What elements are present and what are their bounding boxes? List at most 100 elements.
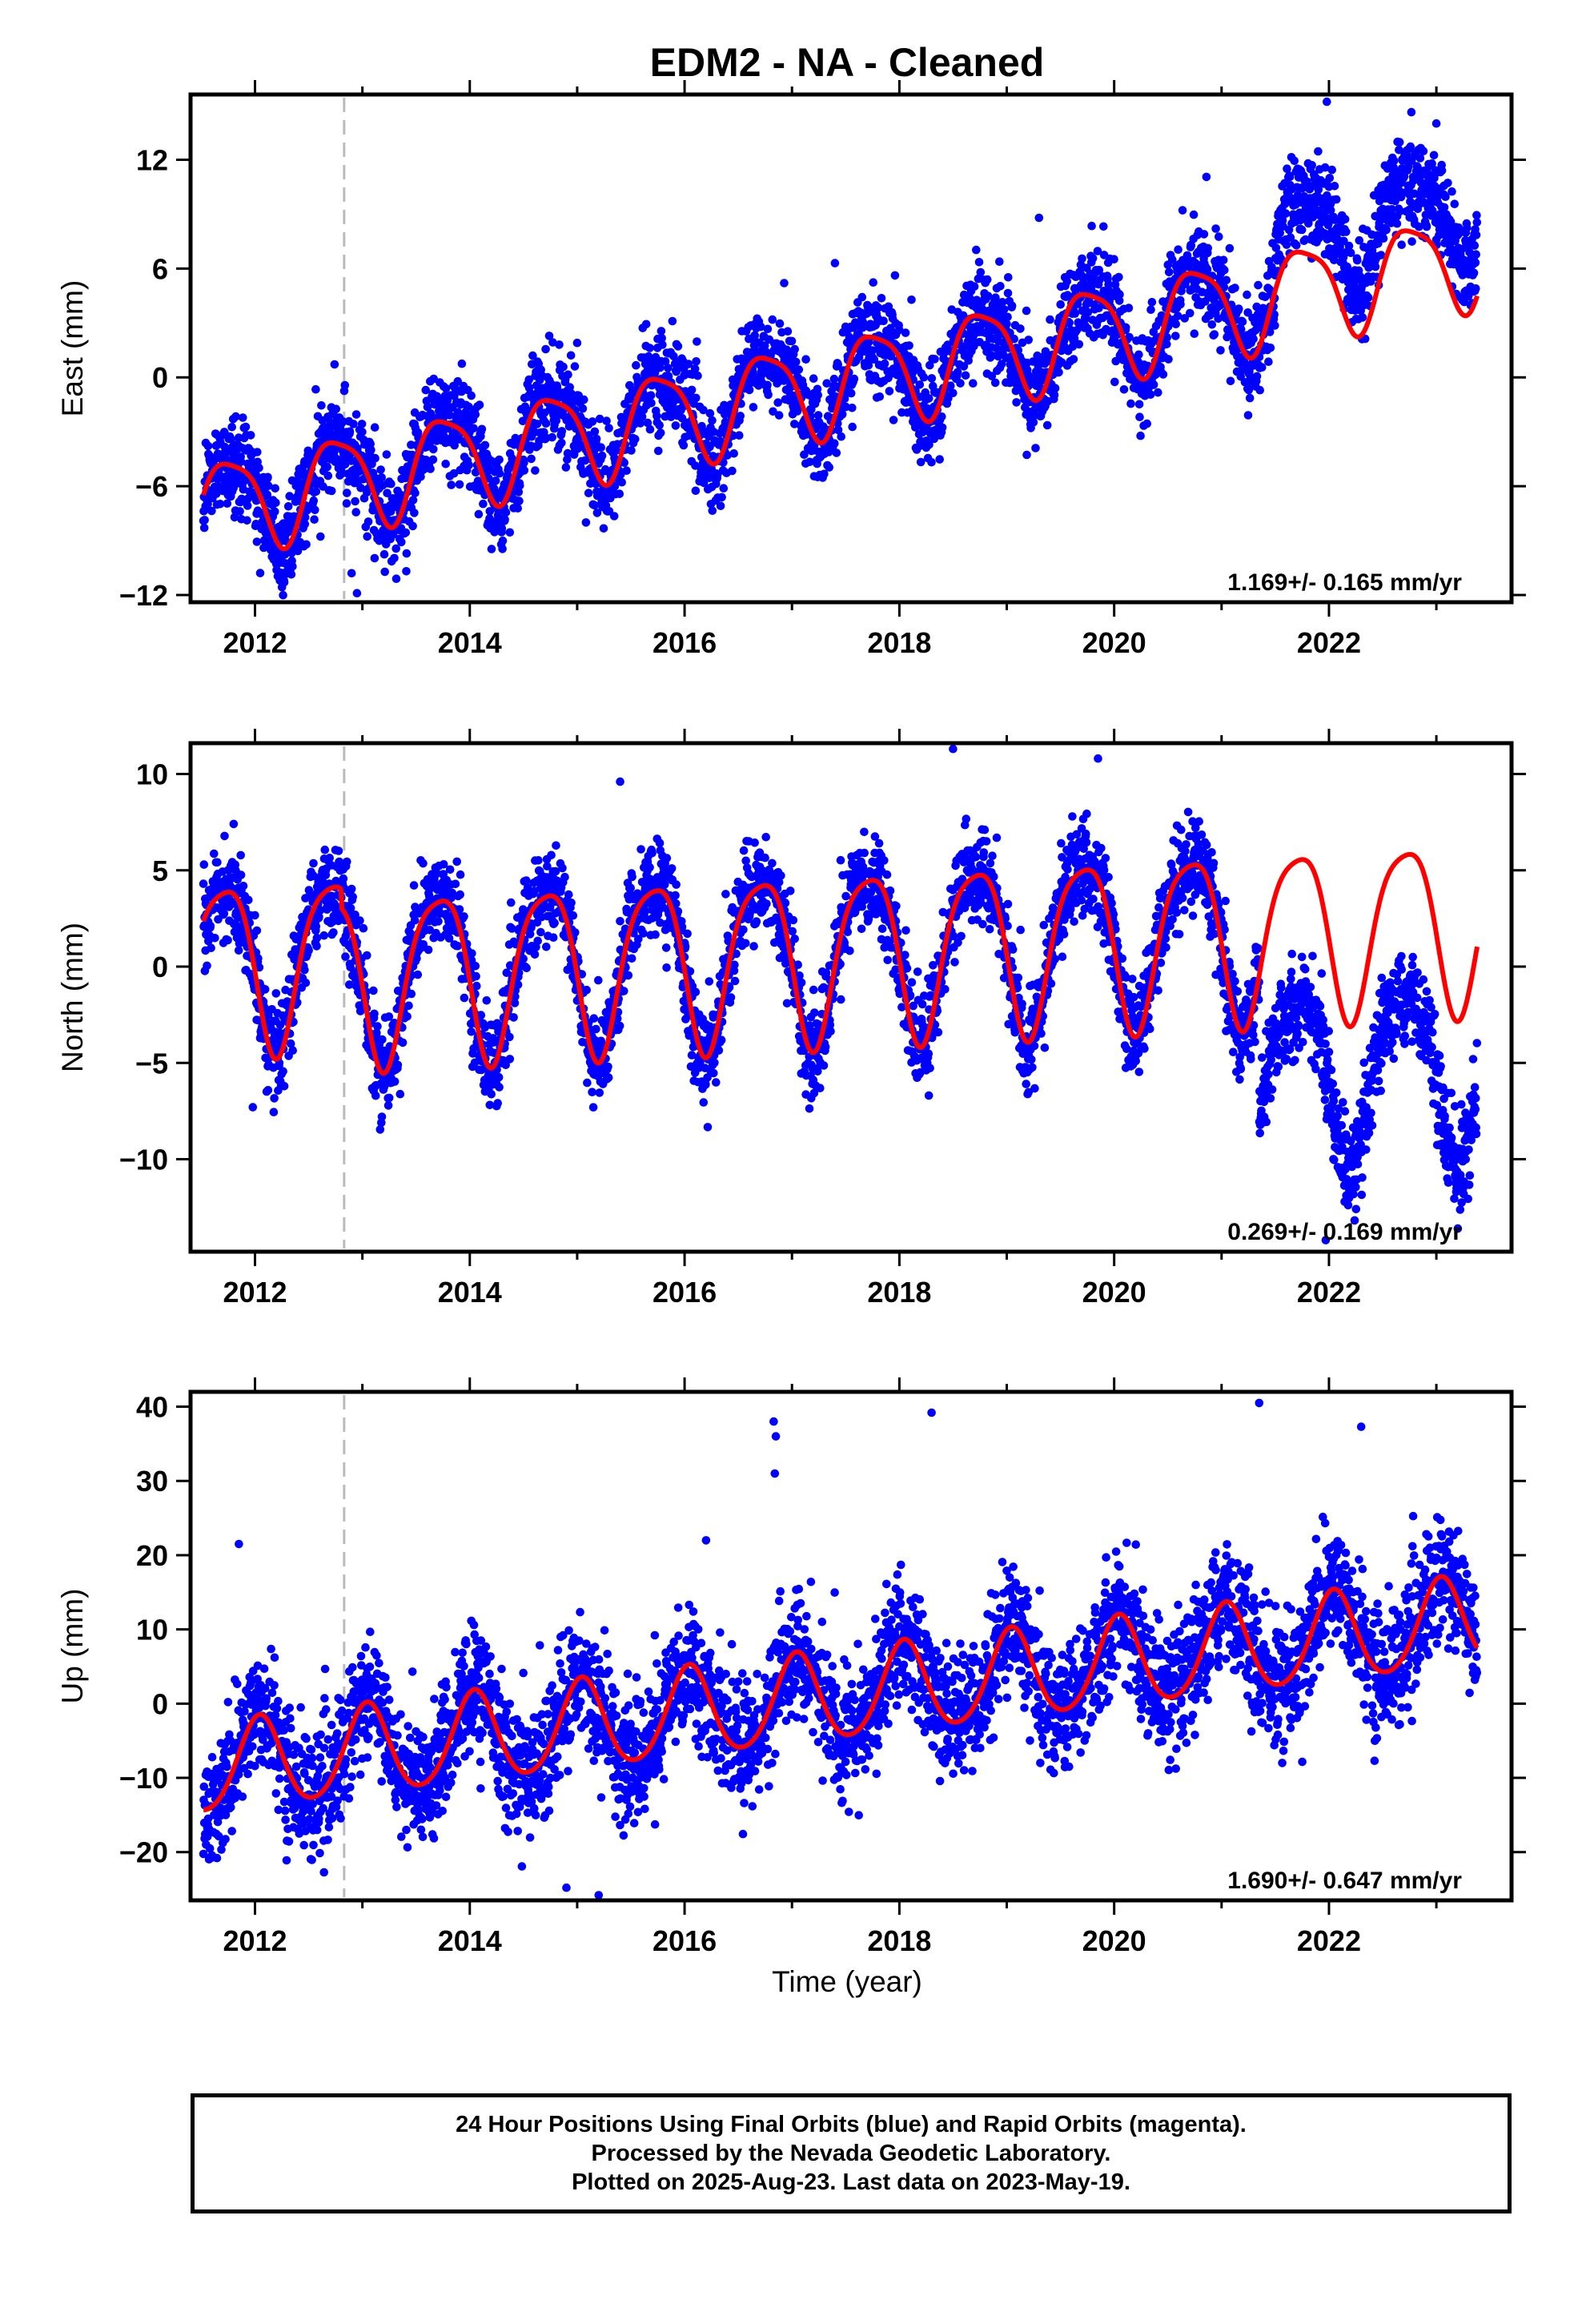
data-point bbox=[285, 492, 295, 501]
data-point bbox=[355, 916, 364, 925]
data-point bbox=[1281, 209, 1291, 218]
data-point bbox=[655, 420, 664, 430]
data-point bbox=[805, 457, 814, 467]
data-point bbox=[652, 412, 661, 420]
data-point bbox=[471, 410, 480, 419]
data-point bbox=[363, 532, 372, 541]
data-point bbox=[378, 1035, 387, 1044]
data-point bbox=[764, 390, 773, 400]
data-point bbox=[599, 524, 608, 533]
data-point bbox=[946, 381, 955, 391]
data-point bbox=[927, 374, 937, 383]
data-point bbox=[407, 989, 416, 999]
data-point bbox=[1252, 372, 1262, 381]
data-point bbox=[1024, 336, 1033, 344]
data-point bbox=[460, 993, 469, 1003]
data-point bbox=[1158, 370, 1168, 379]
data-point bbox=[637, 412, 647, 421]
data-point bbox=[1415, 222, 1423, 231]
data-point bbox=[279, 590, 287, 600]
data-point bbox=[227, 435, 235, 444]
data-point bbox=[300, 965, 309, 975]
data-point bbox=[495, 1083, 504, 1092]
data-point bbox=[404, 1001, 413, 1011]
data-point bbox=[498, 545, 507, 553]
data-point bbox=[311, 487, 321, 497]
data-point bbox=[729, 431, 738, 440]
data-point bbox=[501, 508, 511, 517]
data-point bbox=[1050, 390, 1059, 400]
data-point bbox=[343, 857, 351, 866]
data-point bbox=[343, 489, 351, 497]
data-point bbox=[544, 332, 554, 340]
data-point bbox=[873, 303, 883, 312]
data-point bbox=[669, 352, 678, 361]
data-point bbox=[875, 392, 885, 401]
data-point bbox=[495, 468, 504, 478]
data-point bbox=[998, 298, 1007, 307]
data-point bbox=[809, 374, 818, 384]
y-tick-label: 6 bbox=[152, 252, 168, 285]
data-point bbox=[410, 915, 420, 925]
data-point bbox=[334, 846, 343, 855]
data-point bbox=[555, 340, 564, 349]
data-point bbox=[592, 434, 601, 444]
data-point bbox=[1207, 320, 1217, 329]
data-point bbox=[359, 923, 368, 933]
data-point bbox=[1376, 251, 1386, 259]
data-point bbox=[339, 874, 348, 883]
data-point bbox=[1450, 199, 1460, 208]
data-point bbox=[925, 440, 934, 449]
data-point bbox=[647, 399, 656, 408]
data-point bbox=[411, 489, 420, 497]
data-point bbox=[1002, 320, 1011, 328]
data-point bbox=[498, 537, 508, 545]
data-point bbox=[790, 420, 799, 428]
y-axis-label: East (mm) bbox=[56, 280, 89, 417]
data-point bbox=[310, 515, 319, 524]
data-point bbox=[1186, 241, 1196, 250]
data-point bbox=[451, 879, 460, 889]
data-point bbox=[1149, 380, 1158, 389]
data-point bbox=[1214, 314, 1223, 324]
data-point bbox=[768, 315, 777, 324]
data-point bbox=[1255, 385, 1264, 395]
data-point bbox=[857, 292, 867, 302]
x-tick-label: 2014 bbox=[438, 626, 502, 659]
data-point bbox=[373, 1022, 382, 1031]
data-point bbox=[1330, 182, 1339, 191]
data-point bbox=[830, 439, 839, 448]
data-point bbox=[994, 336, 1003, 346]
data-point bbox=[604, 424, 613, 432]
data-point bbox=[1285, 172, 1295, 182]
data-point bbox=[491, 476, 500, 485]
data-point bbox=[927, 457, 936, 467]
data-point bbox=[1164, 267, 1174, 277]
data-point bbox=[528, 351, 537, 360]
data-point bbox=[371, 453, 379, 463]
data-point bbox=[916, 457, 926, 467]
data-point bbox=[311, 384, 320, 394]
data-point bbox=[505, 1055, 515, 1063]
data-point bbox=[367, 445, 375, 455]
data-point bbox=[1074, 340, 1084, 349]
data-point bbox=[376, 465, 385, 474]
data-point bbox=[578, 404, 588, 413]
data-point bbox=[1042, 420, 1052, 430]
data-point bbox=[729, 449, 738, 458]
data-point bbox=[1154, 388, 1162, 397]
data-point bbox=[413, 970, 423, 979]
data-point bbox=[1010, 334, 1018, 344]
data-point bbox=[829, 374, 839, 384]
data-point bbox=[1407, 237, 1416, 246]
data-point bbox=[548, 338, 557, 347]
data-point bbox=[837, 432, 845, 441]
x-tick-label: 2012 bbox=[223, 626, 287, 659]
data-point bbox=[243, 516, 251, 525]
data-point bbox=[315, 912, 323, 922]
data-point bbox=[323, 471, 333, 480]
data-point bbox=[474, 509, 484, 519]
data-point bbox=[745, 385, 754, 395]
data-point bbox=[1469, 268, 1479, 278]
data-point bbox=[692, 393, 701, 403]
